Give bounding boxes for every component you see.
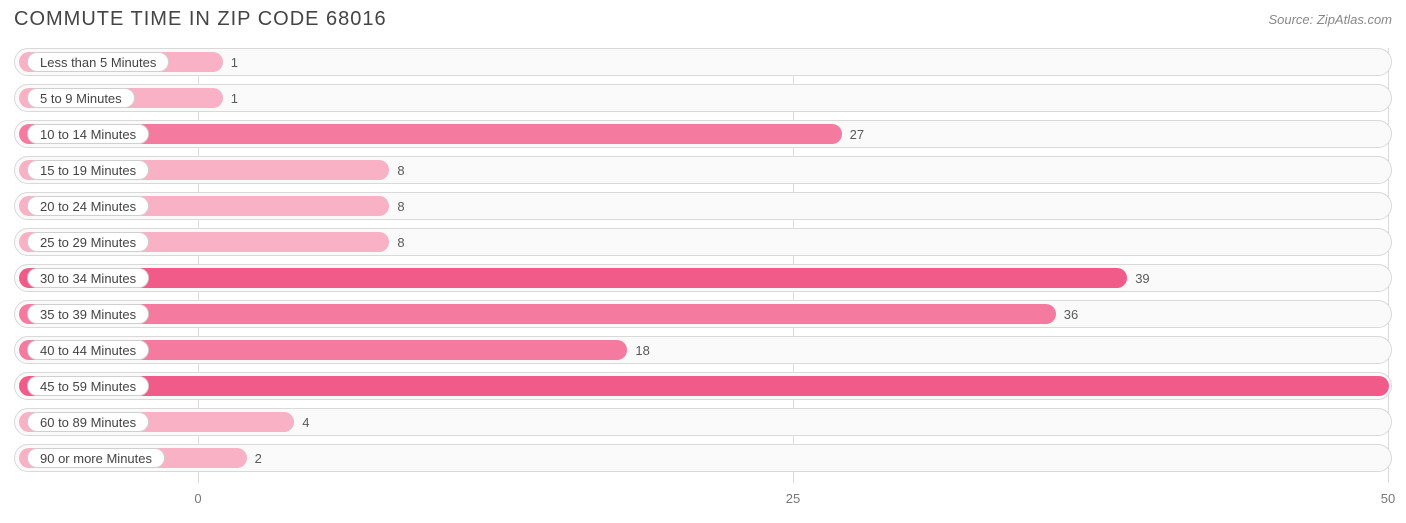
bar-row-inner: 25 to 29 Minutes 8 [19,232,1387,252]
value-label: 36 [1056,304,1078,324]
bar-row: 30 to 34 Minutes 39 [14,264,1392,292]
bar-row: 10 to 14 Minutes 27 [14,120,1392,148]
bar-row: 25 to 29 Minutes 8 [14,228,1392,256]
bar-row: 60 to 89 Minutes 4 [14,408,1392,436]
category-label: 60 to 89 Minutes [27,412,149,432]
header: COMMUTE TIME IN ZIP CODE 68016 Source: Z… [0,0,1406,31]
bar-row-inner: 40 to 44 Minutes 18 [19,340,1387,360]
category-label: 5 to 9 Minutes [27,88,135,108]
category-label: 30 to 34 Minutes [27,268,149,288]
bar-row-inner: 20 to 24 Minutes 8 [19,196,1387,216]
value-label: 39 [1127,268,1149,288]
data-bar [19,268,1127,288]
value-label: 27 [842,124,864,144]
category-label: 90 or more Minutes [27,448,165,468]
category-label: 15 to 19 Minutes [27,160,149,180]
value-label: 8 [389,196,404,216]
chart-title: COMMUTE TIME IN ZIP CODE 68016 [14,8,387,31]
bar-row: 20 to 24 Minutes 8 [14,192,1392,220]
value-label: 4 [294,412,309,432]
bar-row-inner: Less than 5 Minutes 1 [19,52,1387,72]
category-label: 20 to 24 Minutes [27,196,149,216]
value-label: 8 [389,232,404,252]
value-label: 18 [627,340,649,360]
bar-row: 40 to 44 Minutes 18 [14,336,1392,364]
chart-plot-area: Less than 5 Minutes 1 5 to 9 Minutes 1 10 to… [14,48,1392,483]
bar-row: 45 to 59 Minutes 50 [14,372,1392,400]
category-label: 10 to 14 Minutes [27,124,149,144]
category-label: 25 to 29 Minutes [27,232,149,252]
value-label: 1 [223,88,238,108]
bar-row: 90 or more Minutes 2 [14,444,1392,472]
bar-row-inner: 90 or more Minutes 2 [19,448,1387,468]
data-bar [19,304,1056,324]
value-label: 50 [1389,376,1392,396]
bar-row-inner: 35 to 39 Minutes 36 [19,304,1387,324]
bar-row: Less than 5 Minutes 1 [14,48,1392,76]
bar-row-inner: 15 to 19 Minutes 8 [19,160,1387,180]
axis-tick-label: 25 [786,491,800,506]
bar-row-inner: 10 to 14 Minutes 27 [19,124,1387,144]
x-axis: 0 25 50 [14,491,1392,511]
bar-row: 35 to 39 Minutes 36 [14,300,1392,328]
axis-tick-label: 50 [1381,491,1395,506]
value-label: 2 [247,448,262,468]
category-label: 35 to 39 Minutes [27,304,149,324]
bar-row: 15 to 19 Minutes 8 [14,156,1392,184]
category-label: 45 to 59 Minutes [27,376,149,396]
bar-row: 5 to 9 Minutes 1 [14,84,1392,112]
bar-row-inner: 5 to 9 Minutes 1 [19,88,1387,108]
axis-tick-label: 0 [194,491,201,506]
category-label: Less than 5 Minutes [27,52,169,72]
category-label: 40 to 44 Minutes [27,340,149,360]
bar-row-inner: 60 to 89 Minutes 4 [19,412,1387,432]
value-label: 1 [223,52,238,72]
source-attribution: Source: ZipAtlas.com [1268,8,1392,27]
value-label: 8 [389,160,404,180]
bar-row-inner: 30 to 34 Minutes 39 [19,268,1387,288]
bar-row-inner: 45 to 59 Minutes50 [19,376,1387,396]
data-bar [19,376,1389,396]
